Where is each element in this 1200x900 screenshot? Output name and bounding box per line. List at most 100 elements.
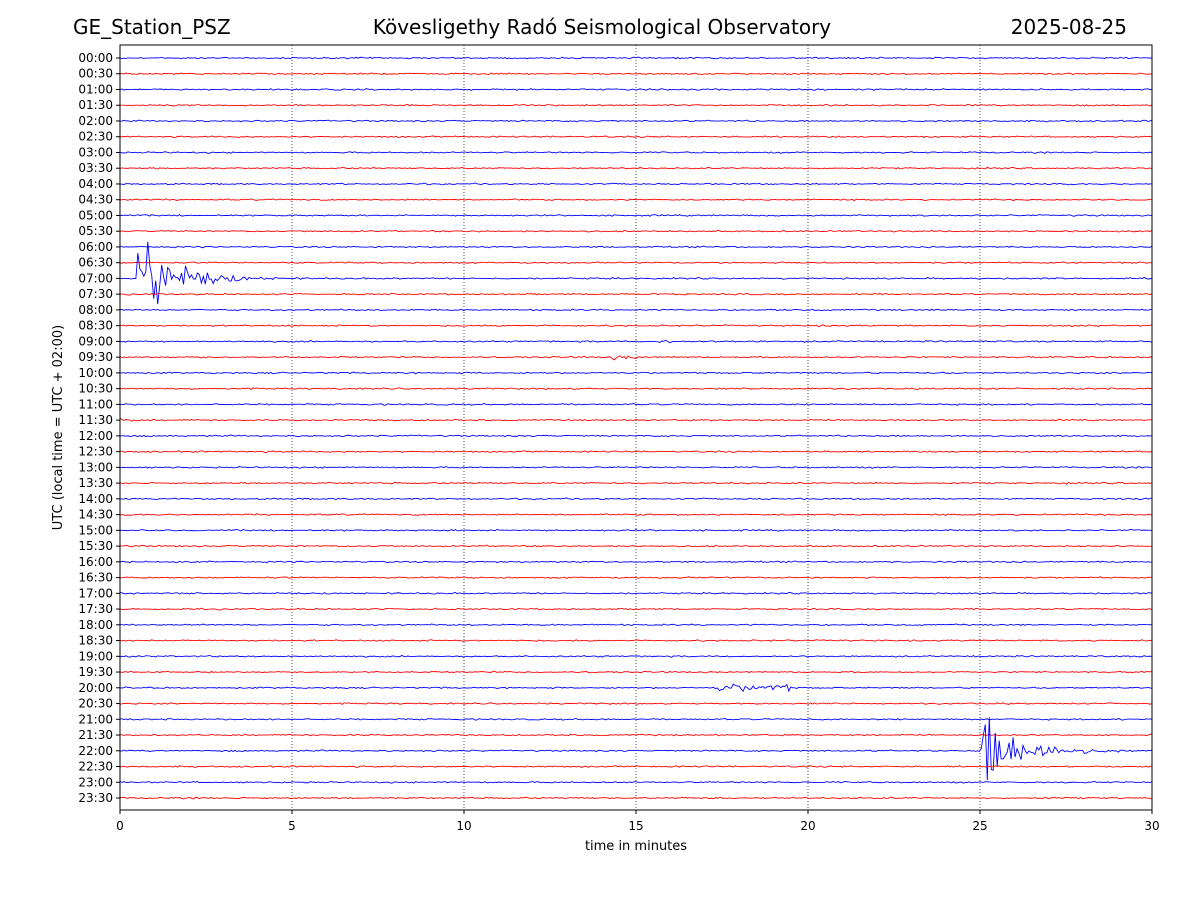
y-tick-label: 15:30: [78, 539, 113, 553]
trace-2230: [119, 765, 1153, 768]
trace-1600: [119, 560, 1153, 564]
y-tick-label: 00:00: [78, 51, 113, 65]
y-tick-label: 21:00: [78, 712, 113, 726]
station-name: GE_Station_PSZ: [73, 15, 231, 39]
seismogram-traces: [119, 56, 1153, 800]
y-tick-label: 18:30: [78, 634, 113, 648]
trace-1230: [119, 450, 1153, 453]
trace-1100: [119, 403, 1153, 406]
observatory-title: Kövesligethy Radó Seismological Observat…: [372, 15, 832, 39]
y-tick-label: 14:30: [78, 508, 113, 522]
trace-0230: [119, 135, 1153, 139]
y-tick-label: 12:30: [78, 445, 113, 459]
trace-0300: [119, 151, 1153, 154]
y-tick-label: 21:30: [78, 728, 113, 742]
x-tick-label: 10: [456, 819, 471, 833]
y-tick-label: 01:30: [78, 98, 113, 112]
trace-2300: [119, 781, 1153, 784]
trace-0430: [119, 198, 1153, 202]
y-tick-label: 00:30: [78, 67, 113, 81]
y-tick-label: 15:00: [78, 523, 113, 537]
y-tick-label: 04:30: [78, 193, 113, 207]
trace-1730: [119, 607, 1153, 611]
y-tick-label: 19:00: [78, 649, 113, 663]
y-tick-label: 09:00: [78, 334, 113, 348]
trace-1300: [119, 466, 1153, 469]
y-tick-label: 05:30: [78, 224, 113, 238]
trace-1000: [119, 371, 1153, 375]
y-tick-label: 07:30: [78, 287, 113, 301]
trace-1400: [119, 497, 1153, 501]
trace-2330: [119, 796, 1153, 800]
trace-2130: [119, 733, 1153, 737]
trace-1930: [119, 670, 1153, 674]
y-tick-label: 22:30: [78, 760, 113, 774]
trace-2100: [119, 717, 1153, 721]
y-tick-label: 19:30: [78, 665, 113, 679]
y-tick-label: 20:00: [78, 681, 113, 695]
trace-0530: [119, 229, 1153, 233]
x-tick-label: 0: [116, 819, 124, 833]
trace-1330: [119, 481, 1153, 485]
x-axis-label: time in minutes: [585, 839, 687, 854]
trace-1500: [119, 528, 1153, 532]
y-tick-label: 02:00: [78, 114, 113, 128]
trace-2030: [119, 702, 1153, 706]
y-tick-label: 01:00: [78, 82, 113, 96]
trace-0630: [119, 261, 1153, 265]
trace-1130: [119, 417, 1153, 422]
trace-2200: [119, 717, 1153, 781]
y-axis-label: UTC (local time = UTC + 02:00): [51, 325, 66, 530]
trace-0030: [119, 72, 1153, 76]
trace-0600: [119, 245, 1153, 249]
trace-0000: [119, 56, 1153, 60]
y-tick-label: 10:30: [78, 382, 113, 396]
y-tick-label: 10:00: [78, 366, 113, 380]
trace-0730: [119, 292, 1153, 296]
trace-1800: [119, 623, 1153, 627]
y-tick-label: 06:30: [78, 256, 113, 270]
trace-0800: [119, 308, 1153, 312]
y-tick-label: 07:00: [78, 271, 113, 285]
trace-1530: [119, 544, 1153, 548]
y-tick-label: 08:30: [78, 319, 113, 333]
x-tick-label: 5: [288, 819, 296, 833]
trace-1430: [119, 513, 1153, 517]
y-tick-label: 13:30: [78, 476, 113, 490]
trace-0500: [119, 214, 1153, 217]
y-tick-label: 05:00: [78, 208, 113, 222]
trace-1030: [119, 387, 1153, 391]
trace-0700: [119, 241, 1153, 305]
y-tick-label: 03:00: [78, 145, 113, 159]
y-tick-label: 09:30: [78, 350, 113, 364]
y-tick-label: 23:30: [78, 791, 113, 805]
trace-0900: [119, 339, 1153, 344]
trace-1700: [119, 591, 1153, 595]
y-tick-label: 16:00: [78, 555, 113, 569]
y-tick-label: 20:30: [78, 697, 113, 711]
grid-lines: [291, 45, 981, 810]
y-tick-label: 13:00: [78, 460, 113, 474]
y-tick-label: 22:00: [78, 744, 113, 758]
y-tick-label: 17:30: [78, 602, 113, 616]
trace-2000: [119, 683, 1153, 693]
trace-0200: [119, 119, 1153, 123]
trace-1630: [119, 576, 1153, 579]
trace-0830: [119, 324, 1153, 328]
x-axis-ticks: 0 5 10 15 20 25 30: [116, 810, 1160, 833]
trace-0330: [119, 166, 1153, 170]
y-tick-label: 14:00: [78, 492, 113, 506]
trace-1200: [119, 434, 1153, 438]
trace-1900: [119, 654, 1153, 658]
trace-1830: [119, 639, 1153, 643]
x-tick-label: 15: [628, 819, 643, 833]
y-tick-label: 12:00: [78, 429, 113, 443]
y-tick-label: 23:00: [78, 775, 113, 789]
y-tick-label: 16:30: [78, 571, 113, 585]
trace-0930: [119, 355, 1153, 361]
y-tick-label: 04:00: [78, 177, 113, 191]
x-tick-label: 30: [1144, 819, 1159, 833]
y-tick-label: 02:30: [78, 130, 113, 144]
